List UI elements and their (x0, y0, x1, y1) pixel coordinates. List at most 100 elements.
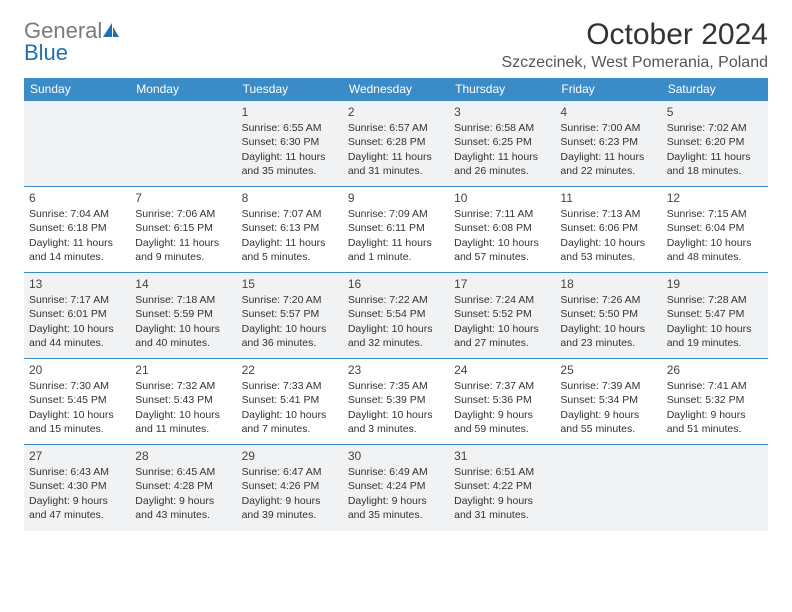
sunrise-text: Sunrise: 7:35 AM (348, 379, 444, 393)
calendar-day: 10Sunrise: 7:11 AMSunset: 6:08 PMDayligh… (449, 187, 555, 273)
title-block: October 2024 Szczecinek, West Pomerania,… (502, 18, 769, 72)
daylight-text: and 31 minutes. (348, 164, 444, 178)
calendar-day: 1Sunrise: 6:55 AMSunset: 6:30 PMDaylight… (237, 101, 343, 187)
daylight-text: Daylight: 9 hours (29, 494, 125, 508)
calendar-day: 23Sunrise: 7:35 AMSunset: 5:39 PMDayligh… (343, 359, 449, 445)
daylight-text: Daylight: 10 hours (560, 236, 656, 250)
daylight-text: and 57 minutes. (454, 250, 550, 264)
daylight-text: and 1 minute. (348, 250, 444, 264)
calendar-day: 21Sunrise: 7:32 AMSunset: 5:43 PMDayligh… (130, 359, 236, 445)
calendar-body: 1Sunrise: 6:55 AMSunset: 6:30 PMDaylight… (24, 101, 768, 531)
calendar-day: 3Sunrise: 6:58 AMSunset: 6:25 PMDaylight… (449, 101, 555, 187)
daylight-text: Daylight: 11 hours (242, 236, 338, 250)
sunset-text: Sunset: 4:26 PM (242, 479, 338, 493)
daylight-text: and 15 minutes. (29, 422, 125, 436)
sunset-text: Sunset: 6:15 PM (135, 221, 231, 235)
sunrise-text: Sunrise: 7:09 AM (348, 207, 444, 221)
daylight-text: and 48 minutes. (667, 250, 763, 264)
day-header: Tuesday (237, 78, 343, 101)
daylight-text: Daylight: 10 hours (348, 322, 444, 336)
day-number: 6 (29, 190, 125, 206)
sunrise-text: Sunrise: 6:51 AM (454, 465, 550, 479)
daylight-text: Daylight: 11 hours (242, 150, 338, 164)
daylight-text: and 23 minutes. (560, 336, 656, 350)
daylight-text: and 32 minutes. (348, 336, 444, 350)
calendar-day: 12Sunrise: 7:15 AMSunset: 6:04 PMDayligh… (662, 187, 768, 273)
daylight-text: Daylight: 11 hours (667, 150, 763, 164)
daylight-text: and 55 minutes. (560, 422, 656, 436)
sunrise-text: Sunrise: 7:06 AM (135, 207, 231, 221)
calendar-day: 13Sunrise: 7:17 AMSunset: 6:01 PMDayligh… (24, 273, 130, 359)
sunrise-text: Sunrise: 7:39 AM (560, 379, 656, 393)
daylight-text: and 43 minutes. (135, 508, 231, 522)
calendar-day: 18Sunrise: 7:26 AMSunset: 5:50 PMDayligh… (555, 273, 661, 359)
sunrise-text: Sunrise: 7:07 AM (242, 207, 338, 221)
daylight-text: and 51 minutes. (667, 422, 763, 436)
calendar-day: 9Sunrise: 7:09 AMSunset: 6:11 PMDaylight… (343, 187, 449, 273)
day-number: 21 (135, 362, 231, 378)
sunset-text: Sunset: 6:30 PM (242, 135, 338, 149)
calendar-day: 4Sunrise: 7:00 AMSunset: 6:23 PMDaylight… (555, 101, 661, 187)
calendar-day: 6Sunrise: 7:04 AMSunset: 6:18 PMDaylight… (24, 187, 130, 273)
daylight-text: Daylight: 10 hours (242, 322, 338, 336)
calendar-day: 8Sunrise: 7:07 AMSunset: 6:13 PMDaylight… (237, 187, 343, 273)
daylight-text: and 18 minutes. (667, 164, 763, 178)
daylight-text: and 3 minutes. (348, 422, 444, 436)
calendar-day: 7Sunrise: 7:06 AMSunset: 6:15 PMDaylight… (130, 187, 236, 273)
day-number: 29 (242, 448, 338, 464)
day-number: 1 (242, 104, 338, 120)
day-number: 25 (560, 362, 656, 378)
daylight-text: Daylight: 10 hours (242, 408, 338, 422)
sunrise-text: Sunrise: 7:13 AM (560, 207, 656, 221)
daylight-text: Daylight: 10 hours (135, 322, 231, 336)
sunset-text: Sunset: 6:08 PM (454, 221, 550, 235)
sunset-text: Sunset: 4:30 PM (29, 479, 125, 493)
sunset-text: Sunset: 5:45 PM (29, 393, 125, 407)
sunrise-text: Sunrise: 6:47 AM (242, 465, 338, 479)
calendar-header-row: SundayMondayTuesdayWednesdayThursdayFrid… (24, 78, 768, 101)
day-number: 15 (242, 276, 338, 292)
daylight-text: Daylight: 9 hours (454, 408, 550, 422)
day-number: 28 (135, 448, 231, 464)
sunset-text: Sunset: 6:20 PM (667, 135, 763, 149)
daylight-text: and 5 minutes. (242, 250, 338, 264)
calendar-day: 24Sunrise: 7:37 AMSunset: 5:36 PMDayligh… (449, 359, 555, 445)
daylight-text: Daylight: 10 hours (454, 322, 550, 336)
sunrise-text: Sunrise: 7:22 AM (348, 293, 444, 307)
daylight-text: Daylight: 10 hours (29, 408, 125, 422)
calendar-day: 15Sunrise: 7:20 AMSunset: 5:57 PMDayligh… (237, 273, 343, 359)
sail-icon (102, 22, 120, 38)
sunrise-text: Sunrise: 7:11 AM (454, 207, 550, 221)
sunset-text: Sunset: 6:25 PM (454, 135, 550, 149)
calendar-day: 17Sunrise: 7:24 AMSunset: 5:52 PMDayligh… (449, 273, 555, 359)
sunset-text: Sunset: 5:39 PM (348, 393, 444, 407)
sunset-text: Sunset: 5:59 PM (135, 307, 231, 321)
sunset-text: Sunset: 5:34 PM (560, 393, 656, 407)
sunrise-text: Sunrise: 7:04 AM (29, 207, 125, 221)
daylight-text: Daylight: 9 hours (135, 494, 231, 508)
calendar-day-empty (24, 101, 130, 187)
sunrise-text: Sunrise: 7:24 AM (454, 293, 550, 307)
sunset-text: Sunset: 5:50 PM (560, 307, 656, 321)
calendar-day: 31Sunrise: 6:51 AMSunset: 4:22 PMDayligh… (449, 445, 555, 531)
day-number: 18 (560, 276, 656, 292)
sunset-text: Sunset: 5:54 PM (348, 307, 444, 321)
daylight-text: and 14 minutes. (29, 250, 125, 264)
sunrise-text: Sunrise: 6:43 AM (29, 465, 125, 479)
daylight-text: Daylight: 9 hours (242, 494, 338, 508)
sunset-text: Sunset: 6:06 PM (560, 221, 656, 235)
calendar-week: 27Sunrise: 6:43 AMSunset: 4:30 PMDayligh… (24, 445, 768, 531)
calendar-table: SundayMondayTuesdayWednesdayThursdayFrid… (24, 78, 768, 531)
sunset-text: Sunset: 5:41 PM (242, 393, 338, 407)
daylight-text: and 59 minutes. (454, 422, 550, 436)
day-number: 23 (348, 362, 444, 378)
day-number: 22 (242, 362, 338, 378)
day-header: Friday (555, 78, 661, 101)
day-header: Sunday (24, 78, 130, 101)
day-number: 2 (348, 104, 444, 120)
day-number: 26 (667, 362, 763, 378)
day-number: 19 (667, 276, 763, 292)
sunrise-text: Sunrise: 7:28 AM (667, 293, 763, 307)
daylight-text: and 7 minutes. (242, 422, 338, 436)
daylight-text: and 35 minutes. (242, 164, 338, 178)
